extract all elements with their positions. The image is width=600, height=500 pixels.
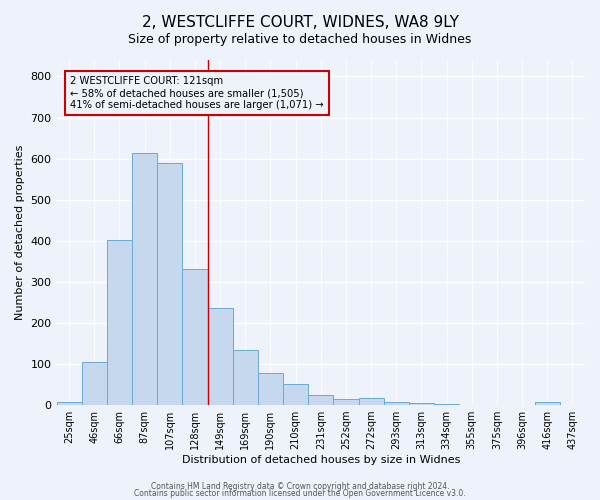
Bar	[334, 399, 359, 405]
Bar	[434, 404, 459, 405]
Bar	[132, 153, 157, 405]
Text: 2 WESTCLIFFE COURT: 121sqm
← 58% of detached houses are smaller (1,505)
41% of s: 2 WESTCLIFFE COURT: 121sqm ← 58% of deta…	[70, 76, 324, 110]
Text: 2, WESTCLIFFE COURT, WIDNES, WA8 9LY: 2, WESTCLIFFE COURT, WIDNES, WA8 9LY	[142, 15, 458, 30]
Bar	[233, 350, 258, 405]
Bar	[56, 402, 82, 405]
Bar	[383, 402, 409, 405]
Bar	[308, 395, 334, 405]
Bar	[535, 402, 560, 405]
Bar	[409, 404, 434, 405]
Bar	[182, 269, 208, 405]
Bar	[283, 384, 308, 405]
Text: Contains HM Land Registry data © Crown copyright and database right 2024.: Contains HM Land Registry data © Crown c…	[151, 482, 449, 491]
Bar	[157, 162, 182, 405]
Bar	[82, 362, 107, 405]
Bar	[258, 372, 283, 405]
Y-axis label: Number of detached properties: Number of detached properties	[15, 145, 25, 320]
Text: Size of property relative to detached houses in Widnes: Size of property relative to detached ho…	[128, 32, 472, 46]
Bar	[208, 308, 233, 405]
Bar	[359, 398, 383, 405]
Bar	[107, 240, 132, 405]
Text: Contains public sector information licensed under the Open Government Licence v3: Contains public sector information licen…	[134, 489, 466, 498]
X-axis label: Distribution of detached houses by size in Widnes: Distribution of detached houses by size …	[182, 455, 460, 465]
